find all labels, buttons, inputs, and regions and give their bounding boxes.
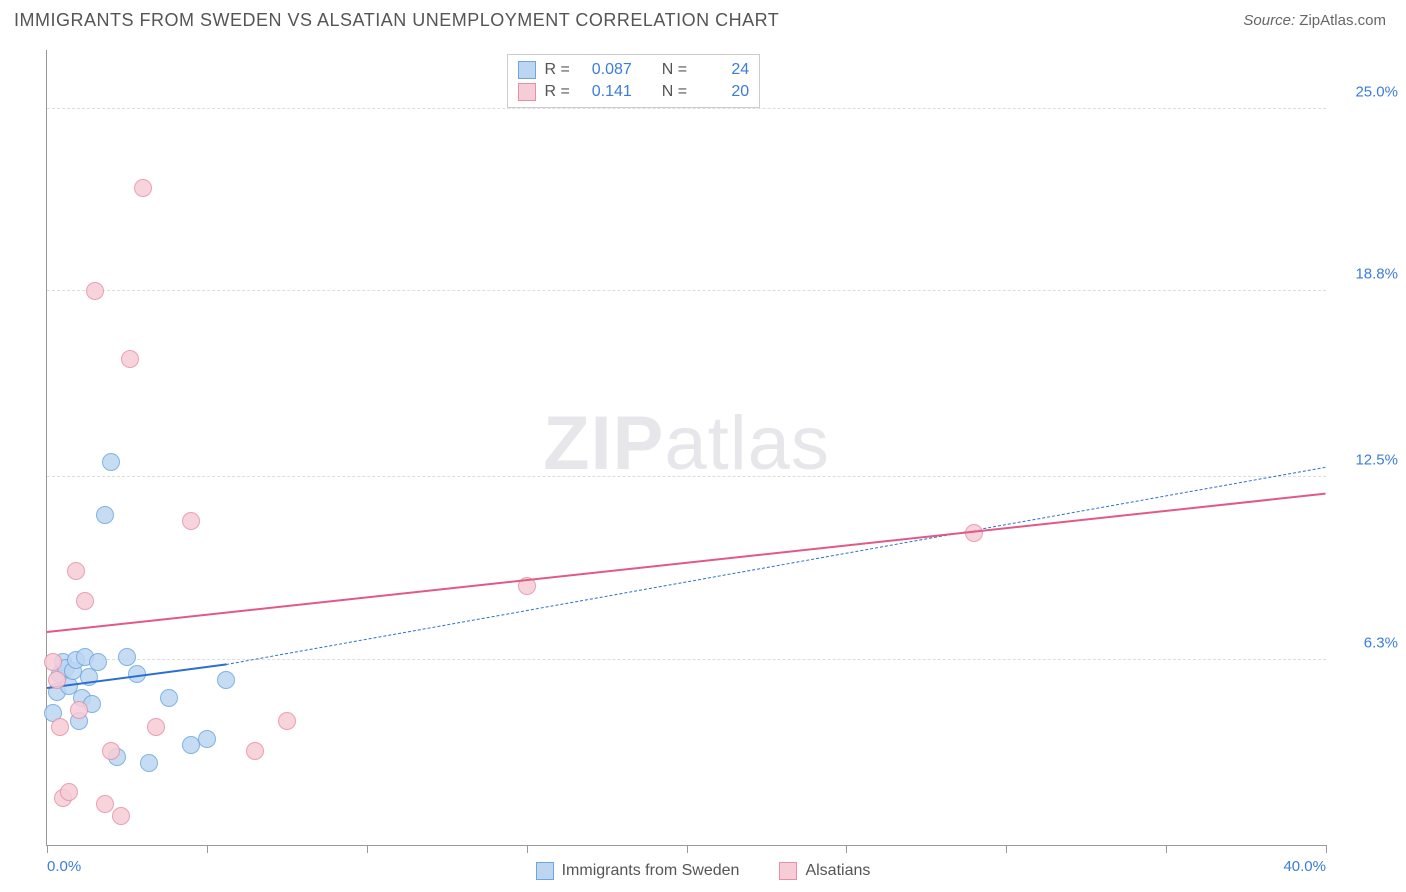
- data-point: [198, 730, 216, 748]
- x-tick: [1006, 845, 1007, 853]
- legend-swatch: [518, 83, 536, 101]
- data-point: [102, 742, 120, 760]
- chart-container: Unemployment ZIPatlas 6.3%12.5%18.8%25.0…: [0, 40, 1406, 892]
- data-point: [160, 689, 178, 707]
- legend-swatch: [779, 862, 797, 880]
- x-tick: [47, 845, 48, 853]
- data-point: [96, 795, 114, 813]
- legend-bottom-item: Immigrants from Sweden: [536, 862, 740, 880]
- legend-top-row: R = 0.087 N = 24: [518, 59, 749, 81]
- data-point: [48, 671, 66, 689]
- source-value: ZipAtlas.com: [1299, 12, 1386, 29]
- data-point: [112, 807, 130, 825]
- legend-n-label: N =: [662, 83, 687, 101]
- data-point: [217, 671, 235, 689]
- y-tick-label: 25.0%: [1334, 83, 1398, 100]
- source-credit: Source: ZipAtlas.com: [1243, 12, 1386, 29]
- data-point: [278, 712, 296, 730]
- watermark-part2: atlas: [664, 401, 830, 486]
- data-point: [60, 783, 78, 801]
- trend-line: [47, 493, 1326, 633]
- y-tick-label: 6.3%: [1334, 634, 1398, 651]
- data-point: [51, 718, 69, 736]
- data-point: [147, 718, 165, 736]
- y-tick-label: 12.5%: [1334, 451, 1398, 468]
- legend-r-value: 0.141: [578, 83, 632, 101]
- data-point: [118, 648, 136, 666]
- x-tick: [1326, 845, 1327, 853]
- data-point: [121, 350, 139, 368]
- data-point: [134, 179, 152, 197]
- x-tick: [687, 845, 688, 853]
- legend-n-value: 24: [695, 61, 749, 79]
- legend-r-label: R =: [544, 61, 569, 79]
- y-tick-label: 18.8%: [1334, 266, 1398, 283]
- x-tick: [207, 845, 208, 853]
- data-point: [96, 506, 114, 524]
- legend-top-row: R = 0.141 N = 20: [518, 81, 749, 103]
- legend-top: R = 0.087 N = 24 R = 0.141 N = 20: [507, 54, 760, 108]
- x-tick: [1166, 845, 1167, 853]
- page-title: IMMIGRANTS FROM SWEDEN VS ALSATIAN UNEMP…: [14, 10, 779, 31]
- plot-area: ZIPatlas 6.3%12.5%18.8%25.0%0.0%40.0%R =…: [46, 50, 1326, 846]
- gridline: [47, 476, 1326, 477]
- data-point: [246, 742, 264, 760]
- data-point: [76, 592, 94, 610]
- legend-r-value: 0.087: [578, 61, 632, 79]
- legend-bottom-label: Immigrants from Sweden: [562, 862, 740, 880]
- data-point: [89, 653, 107, 671]
- x-tick: [846, 845, 847, 853]
- data-point: [86, 282, 104, 300]
- data-point: [70, 701, 88, 719]
- data-point: [67, 562, 85, 580]
- x-tick: [367, 845, 368, 853]
- gridline: [47, 108, 1326, 109]
- gridline: [47, 290, 1326, 291]
- legend-bottom-label: Alsatians: [805, 862, 870, 880]
- data-point: [44, 653, 62, 671]
- legend-n-value: 20: [695, 83, 749, 101]
- trend-line: [226, 467, 1326, 665]
- legend-bottom-item: Alsatians: [779, 862, 870, 880]
- legend-bottom: Immigrants from Sweden Alsatians: [0, 862, 1406, 880]
- source-label: Source:: [1243, 12, 1295, 29]
- x-tick: [527, 845, 528, 853]
- gridline: [47, 659, 1326, 660]
- data-point: [140, 754, 158, 772]
- watermark-part1: ZIP: [543, 401, 664, 486]
- legend-r-label: R =: [544, 83, 569, 101]
- data-point: [182, 512, 200, 530]
- watermark: ZIPatlas: [543, 400, 830, 487]
- data-point: [102, 453, 120, 471]
- legend-swatch: [518, 61, 536, 79]
- legend-n-label: N =: [662, 61, 687, 79]
- legend-swatch: [536, 862, 554, 880]
